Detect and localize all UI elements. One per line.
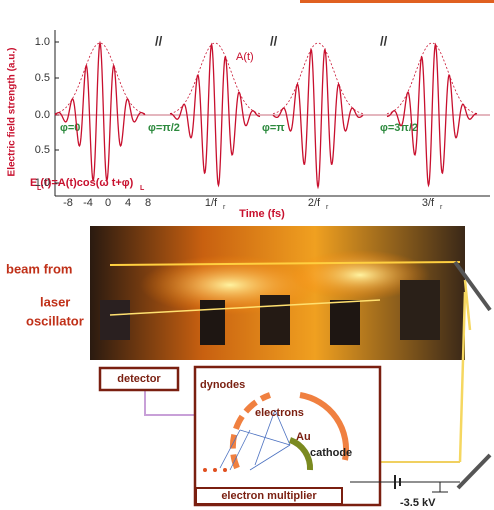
phase-label: φ=π/2 — [148, 122, 180, 134]
mirror — [458, 455, 490, 488]
x-tick-label: 0 — [105, 197, 111, 209]
photo-label: oscillator — [26, 313, 84, 328]
axis-break: // — [155, 33, 163, 48]
pulse — [273, 50, 363, 187]
envelope — [273, 43, 363, 114]
formula-sub: L — [140, 185, 145, 192]
detector-label: detector — [117, 373, 161, 385]
electrons-label: electrons — [255, 407, 304, 419]
photo-label: laser — [40, 294, 70, 309]
phase-label: φ=π — [262, 122, 285, 134]
plot: Electric field strength (a.u.) Time (fs)… — [7, 30, 490, 220]
period-sub: r — [223, 204, 226, 211]
setup — [100, 367, 460, 505]
x-tick-label: 8 — [145, 197, 151, 209]
figure: Electric field strength (a.u.) Time (fs)… — [0, 0, 494, 510]
multiplier-label: electron multiplier — [221, 490, 317, 502]
y-tick-label: 0.5 — [35, 72, 50, 84]
pulse — [55, 43, 145, 180]
axis-break: // — [270, 33, 278, 48]
period-sub: r — [326, 204, 329, 211]
y-axis-label: Electric field strength (a.u.) — [7, 48, 18, 177]
x-tick-label: 4 — [125, 197, 131, 209]
x-tick-label: -8 — [63, 197, 73, 209]
envelope-label: A(t) — [236, 51, 254, 63]
x-axis-label: Time (fs) — [239, 208, 285, 220]
photo-label: beam from — [6, 261, 72, 276]
period-label: 1/f — [205, 197, 218, 209]
y-tick-label: 1.0 — [35, 177, 50, 189]
envelope — [55, 43, 145, 114]
voltage-label: -3.5 kV — [400, 497, 436, 509]
x-tick-label: -4 — [83, 197, 93, 209]
period-label: 3/f — [422, 197, 435, 209]
cathode-label: cathode — [310, 447, 352, 459]
period-label: 2/f — [308, 197, 321, 209]
y-tick-label: 0.0 — [35, 109, 50, 121]
y-tick-label: 0.5 — [35, 144, 50, 156]
top-bar — [300, 0, 494, 3]
metal-label: Au — [296, 431, 311, 443]
y-tick-label: 1.0 — [35, 36, 50, 48]
period-sub: r — [440, 204, 443, 211]
axis-break: // — [380, 33, 388, 48]
dynodes-label: dynodes — [200, 379, 245, 391]
